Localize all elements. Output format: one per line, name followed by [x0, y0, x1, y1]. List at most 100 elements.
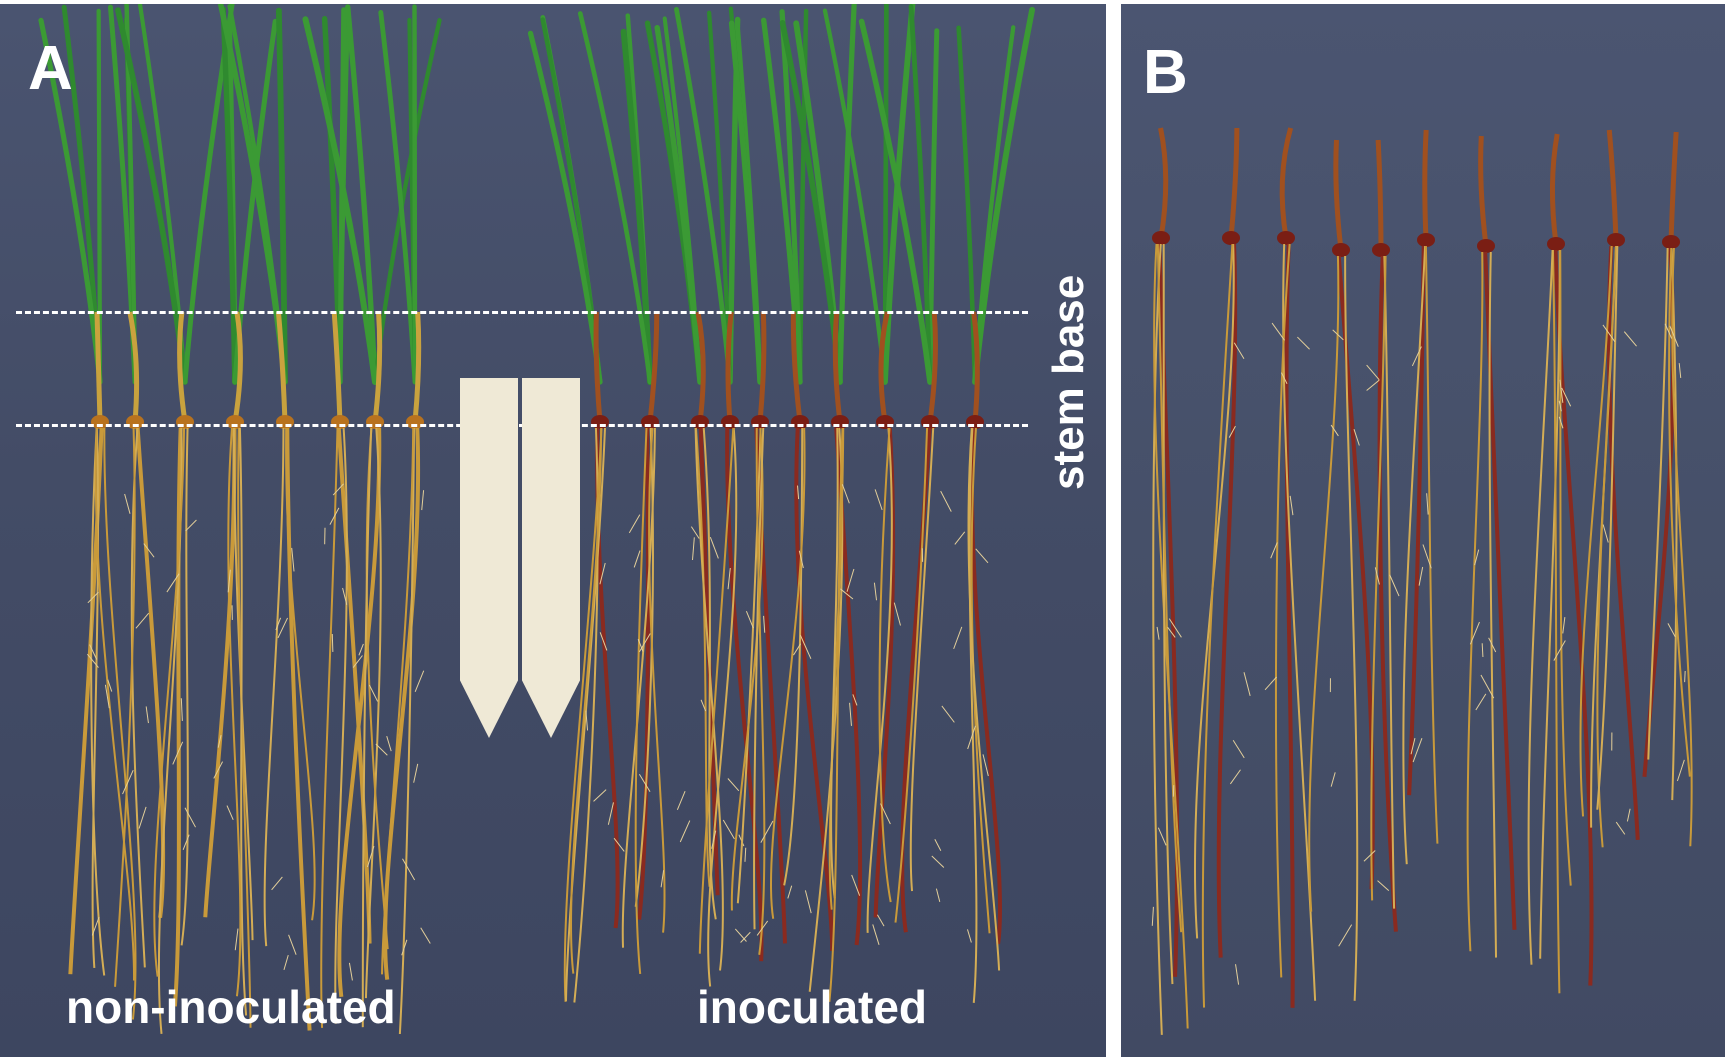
root-hair [931, 855, 945, 868]
leaf-blade [345, 4, 378, 385]
root [873, 427, 896, 918]
leaf-blade [908, 4, 933, 385]
root-hair [638, 633, 651, 653]
leaf-blade [822, 8, 888, 385]
root-hair [1481, 643, 1484, 658]
root-hair [331, 633, 334, 652]
root-hair [185, 519, 197, 532]
root [337, 427, 382, 998]
root-hair [1330, 424, 1339, 437]
root-hair [872, 924, 880, 945]
stem [94, 311, 103, 423]
stem [275, 311, 288, 423]
root-hair [1151, 906, 1154, 926]
root-hair [413, 763, 419, 783]
plant-label-tag [522, 378, 580, 738]
root [783, 427, 804, 886]
inoculated-label: inoculated [697, 981, 928, 1033]
root-hair [124, 493, 131, 514]
root-hair [271, 876, 283, 891]
stem [1158, 127, 1169, 239]
leaf-blade [972, 6, 1036, 385]
root-hair [402, 858, 416, 881]
root-hair [213, 761, 223, 779]
root-hair [368, 684, 379, 702]
leaf-blade [38, 17, 103, 385]
root-hair [740, 931, 751, 943]
root [1527, 249, 1554, 965]
root-hair [1474, 549, 1480, 566]
root-hair [1330, 772, 1336, 787]
root-hair [401, 939, 408, 956]
root [114, 427, 136, 987]
root-hair [234, 928, 239, 951]
root-hair [138, 806, 147, 829]
stem [1606, 129, 1619, 241]
panel-b-seedlings [1151, 127, 1693, 1035]
root [285, 427, 312, 1031]
root [894, 427, 929, 923]
stem [1422, 129, 1429, 241]
seed [1417, 233, 1435, 247]
seed [1152, 231, 1170, 245]
stem [1478, 135, 1489, 247]
root [1424, 245, 1439, 844]
root-hair [288, 934, 297, 955]
root-hair [607, 802, 614, 825]
panel-a-letter: A [28, 34, 73, 103]
root [1162, 243, 1174, 985]
leaf-blade [372, 18, 442, 385]
leaf-blade [115, 7, 188, 385]
root-hair [375, 743, 388, 756]
root-hair [291, 547, 295, 572]
root-hair [638, 774, 651, 792]
leaf-blade [707, 10, 733, 385]
root [1670, 247, 1678, 801]
root-hair [763, 615, 766, 633]
root-hair [953, 626, 963, 650]
root [381, 427, 415, 975]
stem [878, 311, 890, 423]
root [753, 427, 765, 930]
root-hair [1233, 342, 1245, 360]
root [1488, 251, 1498, 958]
root-hair [104, 684, 110, 709]
root [1596, 245, 1618, 848]
stem [647, 311, 660, 423]
panel-a-photo: A stem base non-inoculated inoculated [0, 4, 1106, 1057]
leaf-blade [882, 4, 916, 385]
leaf-blade [527, 30, 603, 385]
root-hair [135, 612, 150, 629]
root-hair [1297, 336, 1310, 350]
root-hair [1418, 566, 1424, 586]
root-hair [107, 679, 113, 692]
root-hair [935, 888, 941, 903]
root [237, 427, 252, 1028]
root [698, 427, 735, 954]
root-hair [1684, 670, 1686, 683]
root [180, 427, 189, 946]
root [967, 427, 1001, 971]
root-hair [613, 837, 625, 852]
root-hair [1426, 493, 1429, 515]
root [794, 427, 835, 951]
root [227, 427, 242, 997]
stem [757, 311, 767, 423]
leaf-blade [837, 4, 857, 385]
root-hair [1366, 364, 1380, 381]
leaf-blade [337, 7, 347, 385]
root-hair [1271, 322, 1285, 341]
root [135, 427, 166, 919]
root-hair [722, 819, 735, 840]
root-hair [880, 803, 891, 825]
root [1407, 245, 1426, 796]
root-hair [637, 638, 644, 652]
panel-b-photo: B [1121, 4, 1725, 1057]
root [1344, 255, 1359, 1001]
root-hair [633, 550, 641, 568]
leaf-blade [577, 11, 653, 385]
root-hair [804, 890, 812, 914]
root-hair [745, 610, 754, 629]
root-hair [180, 698, 183, 721]
root-hair [89, 644, 98, 660]
